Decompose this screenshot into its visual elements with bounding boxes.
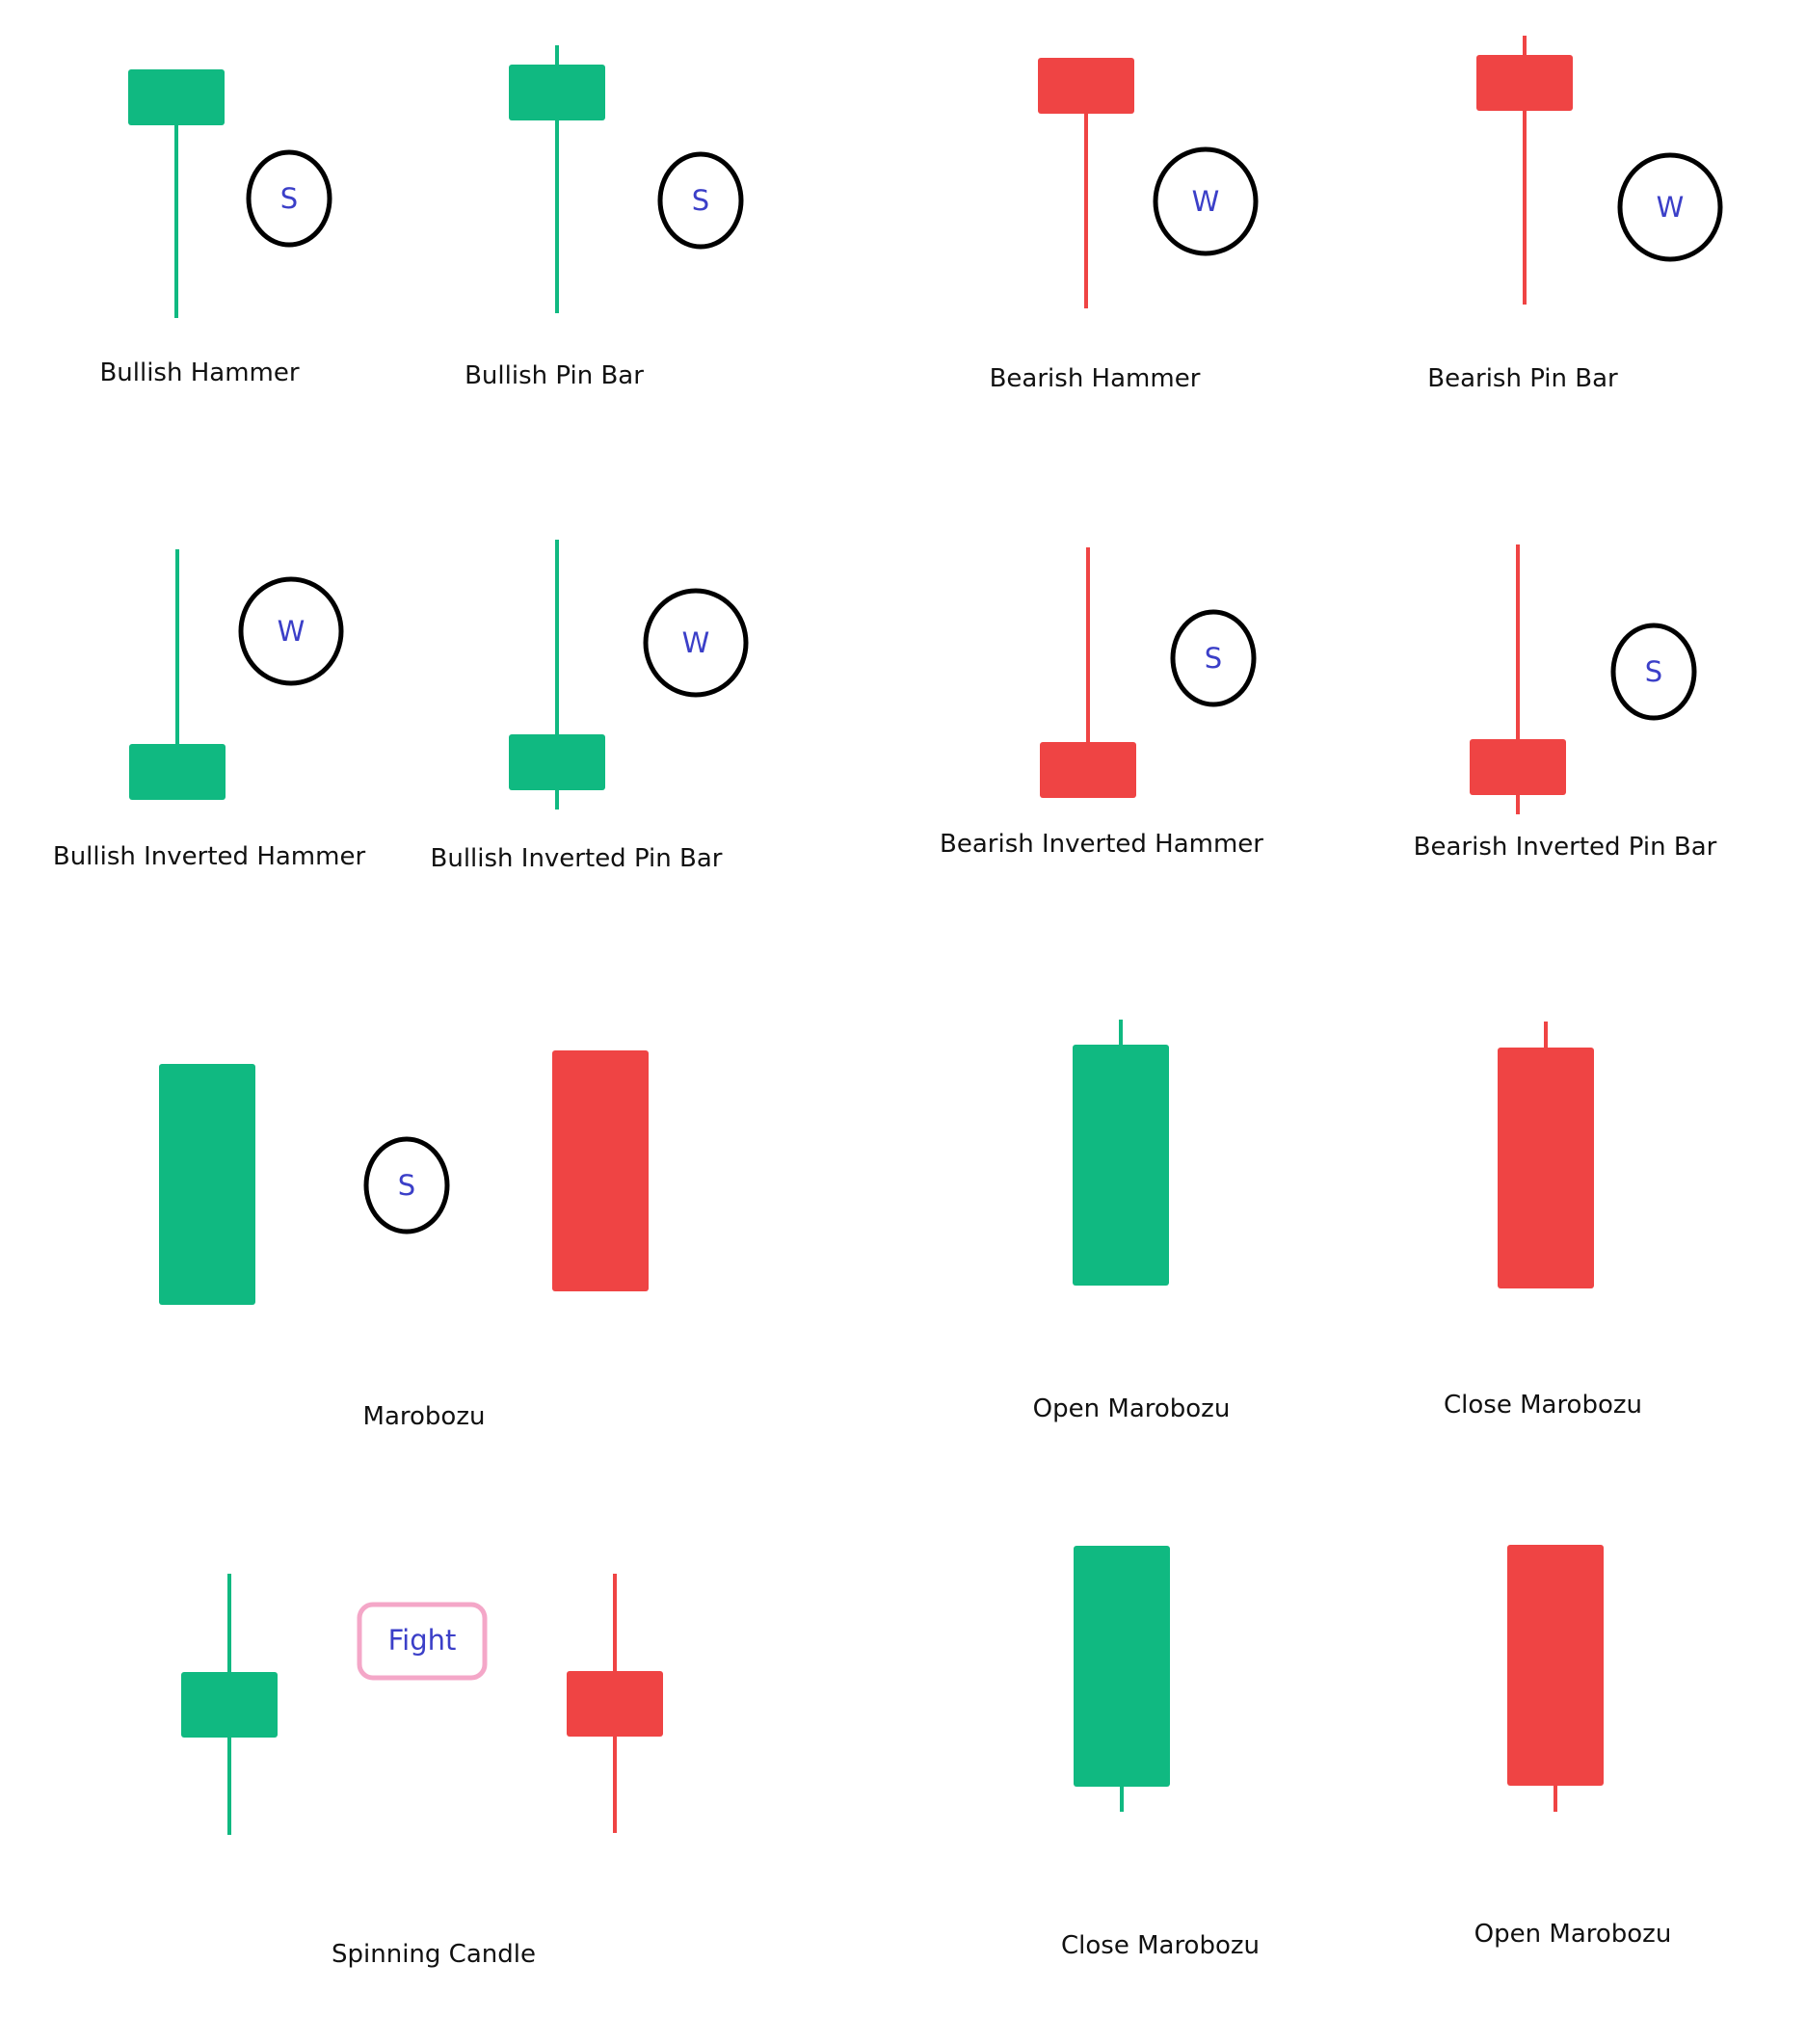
bullish-inverted-hammer-candle [129,549,226,800]
bullish-inverted-hammer-label: Bullish Inverted Hammer [53,842,366,871]
bearish-hammer-badge-text: W [1192,185,1220,218]
bullish-inverted-pin-bar-label: Bullish Inverted Pin Bar [431,844,723,873]
close-marobozu-top-label: Close Marobozu [1444,1391,1642,1420]
marobozu-bullish-candle [159,1064,255,1305]
open-marobozu-top-label: Open Marobozu [1033,1394,1231,1423]
bullish-hammer-badge: S [246,149,332,248]
bullish-pin-bar-candle [509,45,605,313]
bullish-hammer-badge-text: S [280,182,298,215]
bullish-pin-bar-badge: S [657,151,744,250]
bullish-inverted-pin-bar-candle [509,540,605,810]
bearish-pin-bar-badge-text: W [1657,191,1685,224]
bullish-inverted-pin-bar-badge-text: W [682,626,710,659]
marobozu-badge: S [363,1136,450,1234]
bearish-inverted-pin-bar-badge: S [1610,623,1697,721]
open-marobozu-bottom-label: Open Marobozu [1474,1920,1672,1949]
bullish-inverted-hammer-badge: W [238,576,344,686]
bullish-hammer-candle [128,69,225,318]
bullish-inverted-hammer-badge-text: W [278,615,305,648]
bullish-pin-bar-label: Bullish Pin Bar [465,361,644,390]
bearish-hammer-badge: W [1153,146,1259,256]
open-marobozu-top-candle [1073,1020,1169,1286]
bearish-inverted-pin-bar-badge-text: S [1645,655,1662,688]
bullish-inverted-pin-bar-badge: W [643,588,749,698]
bearish-inverted-hammer-candle [1040,547,1136,798]
bearish-inverted-hammer-label: Bearish Inverted Hammer [940,830,1263,859]
spinning-fight-badge: Fight [357,1602,488,1681]
spinning-candle-label: Spinning Candle [332,1940,536,1969]
close-marobozu-bottom-candle [1074,1546,1170,1812]
marobozu-label: Marobozu [363,1402,486,1431]
bearish-inverted-hammer-badge-text: S [1205,642,1222,675]
marobozu-badge-text: S [398,1169,415,1202]
marobozu-bearish-candle [552,1050,649,1291]
bearish-hammer-candle [1038,58,1134,308]
bearish-inverted-pin-bar-label: Bearish Inverted Pin Bar [1414,833,1717,862]
bearish-pin-bar-candle [1476,36,1573,305]
spinning-fight-badge-text: Fight [388,1624,457,1657]
bullish-pin-bar-badge-text: S [692,184,709,217]
spinning-bearish-candle [567,1574,663,1833]
close-marobozu-top-candle [1498,1022,1594,1288]
bearish-pin-bar-label: Bearish Pin Bar [1427,364,1618,393]
bearish-pin-bar-badge: W [1617,152,1723,262]
close-marobozu-bottom-label: Close Marobozu [1061,1931,1260,1960]
spinning-bullish-candle [181,1574,278,1835]
bullish-hammer-label: Bullish Hammer [99,358,299,387]
open-marobozu-bottom-candle [1507,1545,1604,1812]
bearish-inverted-pin-bar-candle [1470,544,1566,814]
bearish-hammer-label: Bearish Hammer [990,364,1201,393]
bearish-inverted-hammer-badge: S [1170,609,1257,707]
